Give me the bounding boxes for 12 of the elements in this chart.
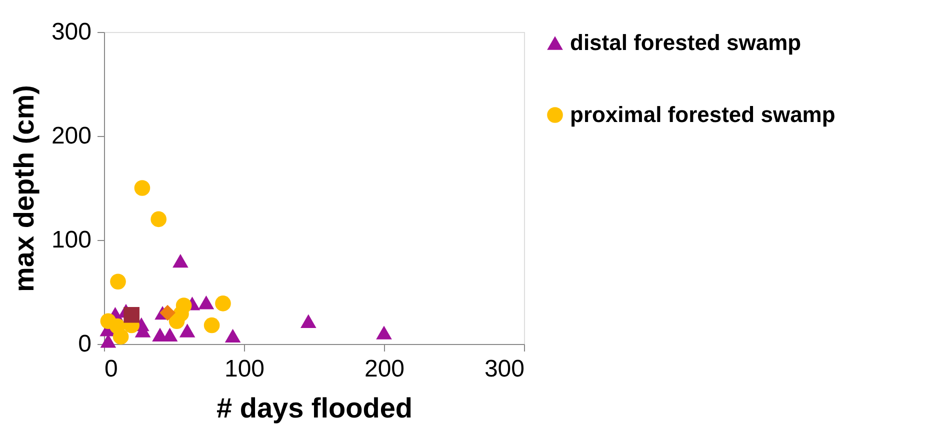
y-tick-label: 100 [51, 226, 92, 254]
x-tick-label: 100 [224, 356, 265, 382]
legend-label: distal forested swamp [570, 30, 802, 55]
y-axis-title: max depth (cm) [8, 85, 40, 292]
x-tick-label: 0 [104, 356, 118, 382]
x-tick-label: 200 [364, 356, 405, 382]
x-axis-title: # days flooded [216, 392, 413, 424]
y-tick-label: 0 [78, 330, 92, 358]
x-tick-label: 300 [484, 356, 524, 382]
y-tick-label: 300 [51, 18, 92, 46]
y-tick-label: 200 [51, 122, 92, 150]
legend-label: proximal forested swamp [570, 102, 836, 127]
